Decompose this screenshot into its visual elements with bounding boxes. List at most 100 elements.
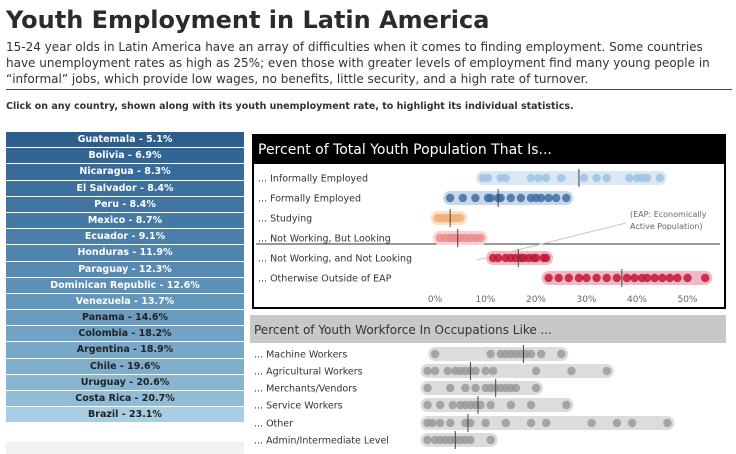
- data-point[interactable]: [471, 383, 480, 393]
- data-point[interactable]: [536, 193, 546, 203]
- data-point[interactable]: [526, 349, 536, 359]
- data-point[interactable]: [536, 349, 546, 359]
- data-point[interactable]: [456, 213, 465, 223]
- data-point[interactable]: [642, 173, 652, 183]
- data-point[interactable]: [574, 273, 584, 283]
- country-item[interactable]: Colombia - 18.2%: [6, 326, 244, 342]
- country-item[interactable]: Chile - 19.6%: [6, 358, 244, 374]
- country-item[interactable]: Guatemala - 5.1%: [6, 132, 244, 148]
- data-point[interactable]: [602, 173, 611, 183]
- data-point[interactable]: [650, 273, 659, 283]
- data-point[interactable]: [683, 273, 692, 283]
- data-point[interactable]: [602, 273, 611, 283]
- data-point[interactable]: [627, 418, 637, 428]
- data-point[interactable]: [486, 400, 495, 410]
- data-point[interactable]: [554, 273, 563, 283]
- country-item[interactable]: Brazil - 23.1%: [6, 407, 244, 423]
- data-point[interactable]: [516, 193, 526, 203]
- country-item[interactable]: Dominican Republic - 12.6%: [6, 277, 244, 293]
- data-point[interactable]: [501, 173, 510, 183]
- data-point[interactable]: [486, 435, 495, 445]
- data-point[interactable]: [579, 173, 589, 183]
- country-item[interactable]: Mexico - 8.7%: [6, 212, 244, 229]
- data-point[interactable]: [663, 418, 672, 428]
- data-point[interactable]: [430, 366, 440, 376]
- data-point[interactable]: [562, 193, 571, 203]
- data-point[interactable]: [526, 400, 536, 410]
- data-point[interactable]: [602, 366, 611, 376]
- data-point[interactable]: [446, 383, 455, 393]
- data-point[interactable]: [557, 349, 566, 359]
- data-point[interactable]: [476, 233, 485, 243]
- data-point[interactable]: [700, 273, 710, 283]
- data-point[interactable]: [423, 366, 432, 376]
- data-point[interactable]: [423, 435, 432, 445]
- data-point[interactable]: [481, 418, 490, 428]
- data-point[interactable]: [642, 273, 652, 283]
- data-point[interactable]: [582, 273, 591, 283]
- data-point[interactable]: [592, 273, 601, 283]
- data-point[interactable]: [423, 400, 432, 410]
- data-point[interactable]: [506, 193, 515, 203]
- country-item[interactable]: El Salvador - 8.4%: [6, 180, 244, 196]
- data-point[interactable]: [483, 173, 493, 183]
- data-point[interactable]: [443, 366, 452, 376]
- data-point[interactable]: [622, 273, 632, 283]
- data-point[interactable]: [435, 418, 445, 428]
- data-point[interactable]: [587, 418, 596, 428]
- country-item[interactable]: Honduras - 11.9%: [6, 245, 244, 261]
- data-point[interactable]: [541, 173, 551, 183]
- data-point[interactable]: [612, 273, 621, 283]
- data-point[interactable]: [493, 253, 503, 263]
- data-point[interactable]: [541, 253, 551, 263]
- data-point[interactable]: [466, 435, 475, 445]
- data-point[interactable]: [673, 273, 682, 283]
- data-point[interactable]: [544, 193, 553, 203]
- data-point[interactable]: [486, 349, 495, 359]
- data-point[interactable]: [423, 383, 432, 393]
- data-point[interactable]: [486, 193, 495, 203]
- data-point[interactable]: [446, 418, 455, 428]
- data-point[interactable]: [531, 383, 541, 393]
- data-point[interactable]: [430, 349, 440, 359]
- country-item[interactable]: Nicaragua - 8.3%: [6, 164, 244, 180]
- data-point[interactable]: [534, 173, 543, 183]
- data-point[interactable]: [526, 418, 536, 428]
- data-point[interactable]: [542, 418, 551, 428]
- data-point[interactable]: [564, 273, 574, 283]
- country-item[interactable]: Bolivia - 6.9%: [6, 148, 244, 164]
- data-point[interactable]: [488, 366, 498, 376]
- data-point[interactable]: [481, 366, 490, 376]
- country-item[interactable]: Venezuela - 13.7%: [6, 293, 244, 310]
- data-point[interactable]: [562, 400, 571, 410]
- data-point[interactable]: [592, 173, 601, 183]
- data-point[interactable]: [552, 193, 561, 203]
- data-point[interactable]: [458, 193, 467, 203]
- data-point[interactable]: [531, 253, 541, 263]
- data-point[interactable]: [526, 173, 536, 183]
- country-item[interactable]: Uruguay - 20.6%: [6, 374, 244, 390]
- data-point[interactable]: [557, 173, 566, 183]
- data-point[interactable]: [511, 383, 521, 393]
- data-point[interactable]: [612, 418, 622, 428]
- data-point[interactable]: [448, 400, 457, 410]
- data-point[interactable]: [665, 273, 675, 283]
- country-item[interactable]: Ecuador - 9.1%: [6, 229, 244, 245]
- country-item[interactable]: Paraguay - 12.3%: [6, 261, 244, 277]
- data-point[interactable]: [531, 366, 541, 376]
- data-point[interactable]: [471, 366, 480, 376]
- data-point[interactable]: [630, 273, 639, 283]
- data-point[interactable]: [625, 173, 634, 183]
- data-point[interactable]: [544, 273, 553, 283]
- data-point[interactable]: [445, 193, 455, 203]
- data-point[interactable]: [428, 418, 437, 428]
- country-item[interactable]: Peru - 8.4%: [6, 196, 244, 212]
- country-item[interactable]: Argentina - 18.9%: [6, 342, 244, 358]
- data-point[interactable]: [461, 383, 470, 393]
- data-point[interactable]: [655, 173, 664, 183]
- data-point[interactable]: [506, 400, 516, 410]
- data-point[interactable]: [658, 273, 667, 283]
- country-item[interactable]: Panama - 14.6%: [6, 310, 244, 326]
- data-point[interactable]: [501, 418, 510, 428]
- country-item[interactable]: Costa Rica - 20.7%: [6, 391, 244, 407]
